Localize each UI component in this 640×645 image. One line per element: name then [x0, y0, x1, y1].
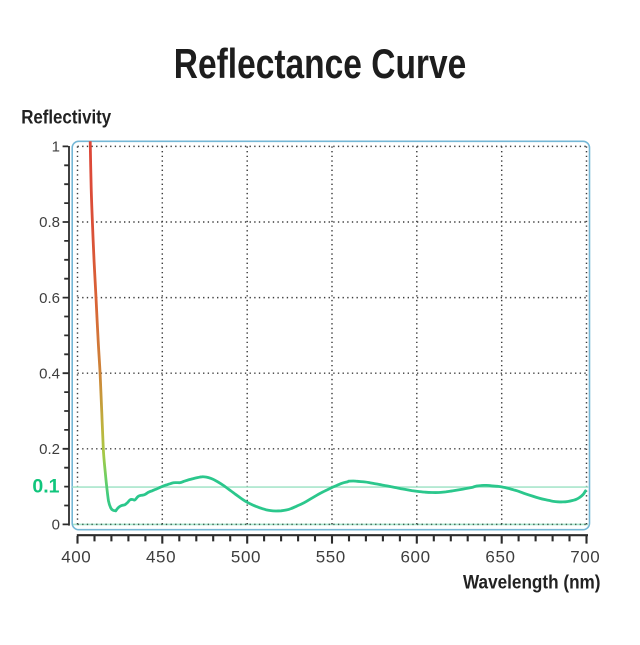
svg-text:Reflectivity: Reflectivity [21, 106, 111, 128]
svg-text:0.6: 0.6 [39, 290, 60, 307]
svg-text:0.2: 0.2 [39, 441, 60, 458]
svg-text:1: 1 [52, 139, 60, 156]
svg-text:600: 600 [401, 547, 431, 566]
svg-text:550: 550 [316, 547, 346, 566]
svg-text:0: 0 [52, 517, 60, 534]
svg-text:500: 500 [231, 547, 261, 566]
svg-text:Reflectance Curve: Reflectance Curve [174, 40, 467, 87]
svg-text:0.8: 0.8 [39, 214, 60, 231]
svg-text:450: 450 [146, 547, 176, 566]
svg-text:700: 700 [570, 547, 600, 566]
svg-text:400: 400 [61, 547, 91, 566]
svg-text:Wavelength (nm): Wavelength (nm) [463, 573, 601, 594]
svg-text:0.1: 0.1 [32, 475, 59, 497]
svg-text:650: 650 [485, 547, 515, 566]
svg-text:0.4: 0.4 [39, 365, 60, 382]
